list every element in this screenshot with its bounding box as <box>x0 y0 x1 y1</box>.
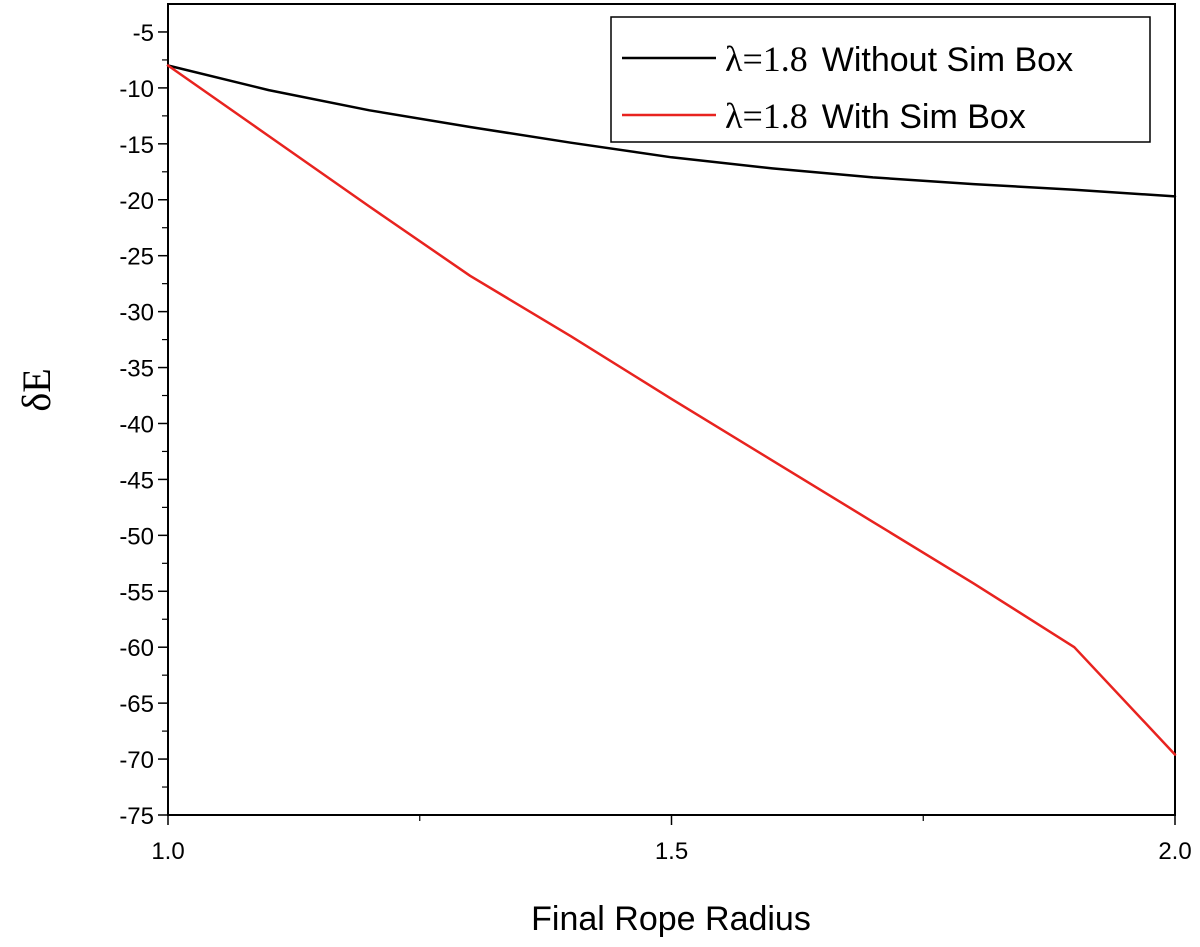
y-tick-label: -5 <box>133 20 154 47</box>
legend-lambda-with-sim-box: λ=1.8 <box>725 96 808 136</box>
x-axis-title: Final Rope Radius <box>531 900 811 938</box>
y-tick-label: -35 <box>119 356 154 383</box>
x-tick-label: 1.5 <box>655 838 688 865</box>
y-tick-label: -40 <box>119 411 154 438</box>
series-line-with-sim-box <box>166 64 1177 756</box>
y-tick-label: -75 <box>119 803 154 830</box>
x-tick-label: 2.0 <box>1158 838 1191 865</box>
y-tick-label: -45 <box>119 467 154 494</box>
y-tick-label: -30 <box>119 300 154 327</box>
y-tick-label: -25 <box>119 244 154 271</box>
y-axis-title: δE <box>14 368 59 411</box>
y-tick-label: -50 <box>119 523 154 550</box>
y-tick-label: -55 <box>119 579 154 606</box>
legend-label-with-sim-box: λ=1.8 With Sim Box <box>725 96 1026 136</box>
y-tick-label: -20 <box>119 188 154 215</box>
legend-text-without-sim-box: Without Sim Box <box>822 41 1073 79</box>
series-lines <box>166 64 1177 756</box>
x-tick-label: 1.0 <box>151 838 184 865</box>
y-tick-label: -10 <box>119 76 154 103</box>
y-tick-label: -60 <box>119 635 154 662</box>
legend-label-without-sim-box: λ=1.8 Without Sim Box <box>725 39 1073 79</box>
y-tick-label: -70 <box>119 747 154 774</box>
y-tick-label: -15 <box>119 132 154 159</box>
y-axis-ticks: -75 -70 -65 -60 -55 -50 -45 -40 -35 -30 -25 -20 -15 -… <box>119 20 168 830</box>
legend-text-with-sim-box: With Sim Box <box>822 98 1026 136</box>
legend-box <box>610 16 1151 143</box>
y-tick-label: -65 <box>119 691 154 718</box>
x-axis-ticks: 1.0 1.5 2.0 <box>151 815 1192 865</box>
legend-lambda-without-sim-box: λ=1.8 <box>725 39 808 79</box>
series-line-without-sim-box <box>166 64 1177 198</box>
legend: λ=1.8 Without Sim Box λ=1.8 With Sim Box <box>610 16 1151 143</box>
